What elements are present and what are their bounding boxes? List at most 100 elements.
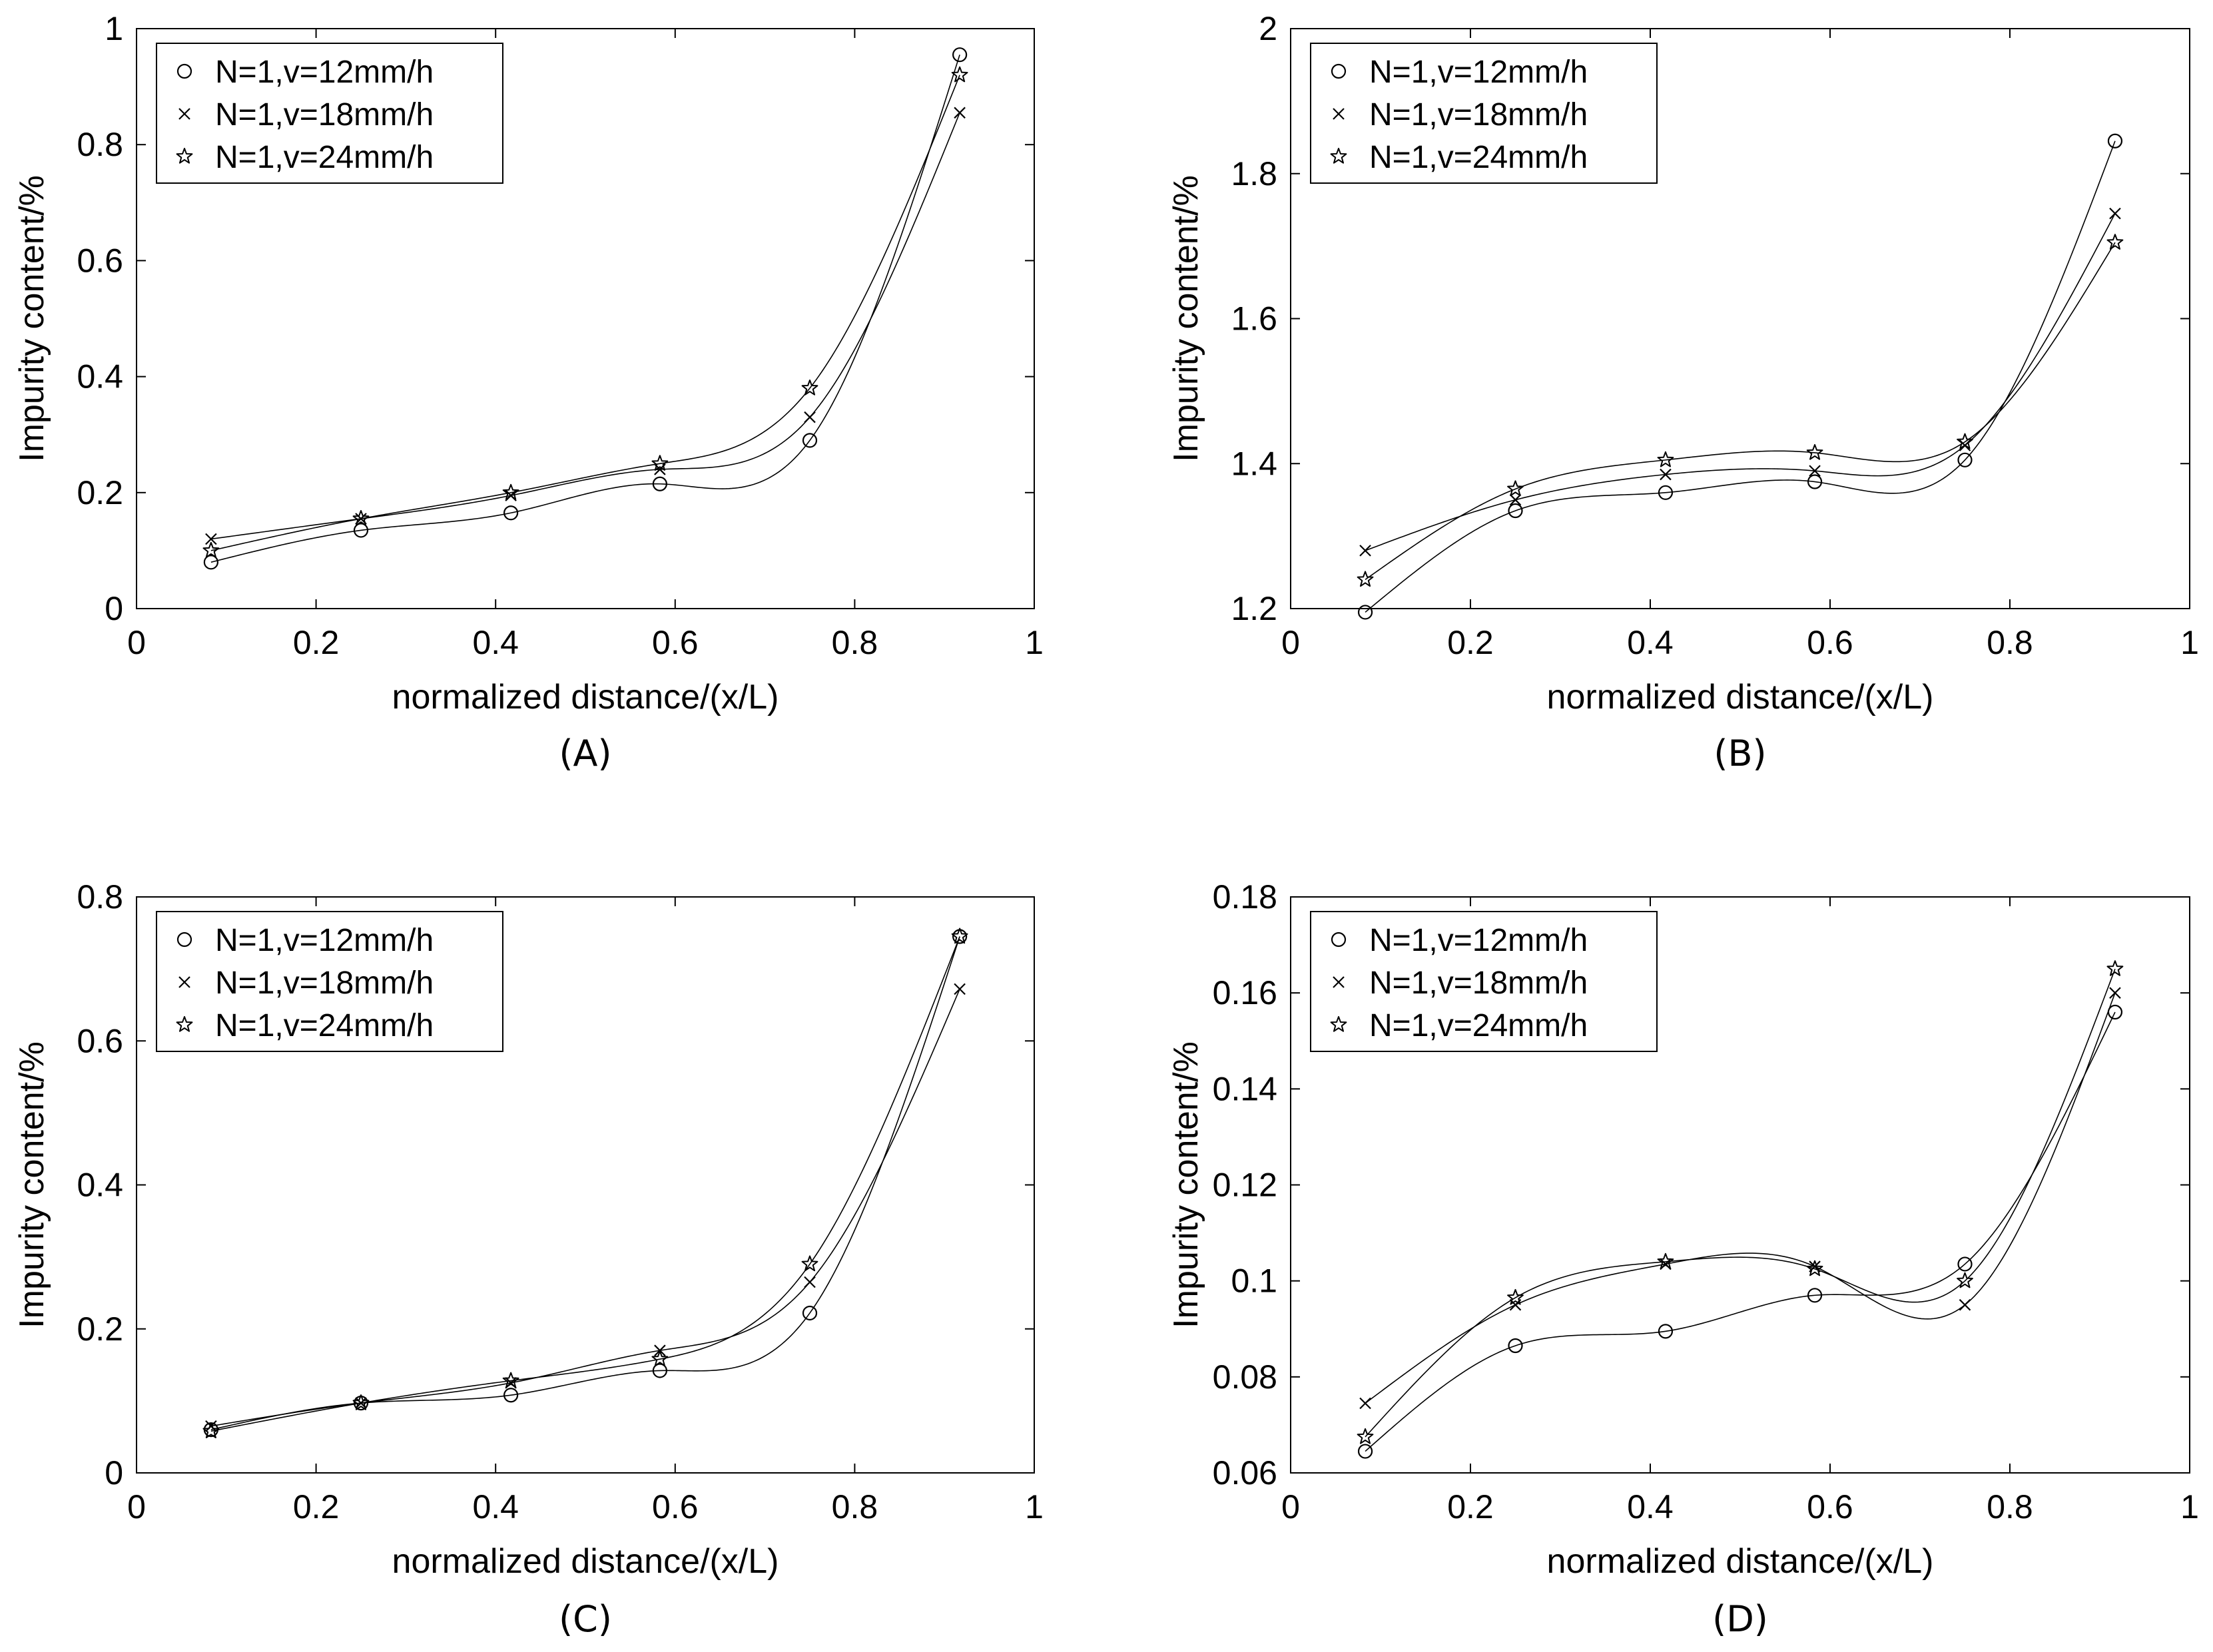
data-point-circle — [1957, 1256, 1973, 1272]
y-tick-label: 1.8 — [1231, 155, 1277, 192]
data-point-x — [2109, 207, 2121, 220]
y-tick-label: 0.8 — [77, 878, 123, 916]
data-point-x — [1660, 468, 1672, 481]
legend-label: N=1,v=12mm/h — [1369, 55, 1588, 90]
data-point-x — [954, 107, 966, 119]
y-tick-label: 1.6 — [1231, 300, 1277, 338]
x-tick-label: 0.4 — [472, 1488, 519, 1525]
series-line-star — [210, 75, 960, 551]
data-point-star — [801, 380, 818, 396]
data-point-circle — [353, 523, 369, 538]
legend — [156, 43, 503, 184]
legend-marker-circle — [1331, 932, 1347, 948]
y-tick-label: 0.6 — [77, 1022, 123, 1059]
x-tick-label: 0.6 — [1807, 1488, 1853, 1525]
y-tick-label: 2 — [1259, 10, 1277, 47]
data-point-x — [804, 411, 816, 423]
y-tick-label: 0.4 — [77, 358, 123, 396]
legend-marker-circle — [176, 63, 192, 79]
chart-panel-c: 0 0.2 0.4 0.6 0.8 1 0 0.2 0.4 0.6 0.8 normalized di… — [13, 878, 1044, 1640]
legend-label: N=1,v=24mm/h — [1369, 140, 1588, 175]
data-point-circle — [1957, 452, 1973, 467]
series-line-x — [210, 989, 960, 1427]
y-tick-label: 1.4 — [1231, 445, 1277, 482]
data-point-star — [1507, 1288, 1524, 1305]
x-tick-label: 1 — [2180, 624, 2199, 661]
panel-label: (C) — [559, 1598, 612, 1640]
x-tick-label: 1 — [2180, 1488, 2199, 1525]
data-point-star — [651, 1350, 669, 1366]
data-point-circle — [952, 47, 968, 63]
legend-label: N=1,v=12mm/h — [215, 923, 434, 958]
data-point-star — [1507, 480, 1524, 497]
data-point-star — [1806, 443, 1823, 460]
y-tick-label: 0.4 — [77, 1167, 123, 1204]
x-tick-label: 0.6 — [1807, 624, 1853, 661]
x-axis-label: normalized distance/(x/L) — [1547, 678, 1934, 716]
y-tick-label: 0.6 — [77, 242, 123, 279]
data-point-x — [954, 983, 966, 995]
legend-marker-x — [178, 976, 190, 988]
data-point-star — [2106, 960, 2124, 976]
x-tick-label: 0.4 — [472, 624, 519, 661]
y-axis-label: Impurity content/% — [13, 175, 51, 462]
data-point-star — [1957, 433, 1973, 449]
legend-label: N=1,v=24mm/h — [215, 140, 434, 175]
data-point-x — [1359, 1397, 1371, 1410]
data-point-circle — [1807, 1288, 1823, 1303]
data-point-circle — [652, 1363, 667, 1378]
legend-label: N=1,v=18mm/h — [1369, 965, 1588, 1001]
data-point-x — [1809, 465, 1821, 477]
data-point-circle — [503, 1388, 519, 1403]
data-point-star — [951, 928, 968, 944]
data-point-star — [352, 1394, 370, 1410]
x-tick-label: 1 — [1025, 624, 1044, 661]
legend-marker-star — [1330, 148, 1347, 164]
x-tick-label: 0.2 — [1447, 624, 1494, 661]
series-line-star — [1365, 968, 2116, 1438]
x-axis-label: normalized distance/(x/L) — [1547, 1542, 1934, 1581]
y-tick-label: 1 — [105, 10, 123, 47]
x-tick-label: 0.8 — [832, 1488, 878, 1525]
legend-marker-star — [176, 148, 193, 164]
legend-marker-star — [1330, 1016, 1347, 1032]
x-axis-label: normalized distance/(x/L) — [392, 678, 779, 716]
data-point-star — [651, 455, 669, 471]
legend-label: N=1,v=18mm/h — [215, 97, 434, 133]
series-line-circle — [210, 936, 960, 1430]
legend-marker-x — [1333, 976, 1345, 988]
data-point-star — [1357, 1428, 1374, 1444]
data-point-star — [2106, 234, 2124, 250]
data-point-star — [951, 66, 968, 83]
y-tick-label: 0.18 — [1213, 878, 1277, 916]
x-tick-label: 0.8 — [1987, 1488, 2033, 1525]
data-point-circle — [802, 433, 818, 448]
data-point-star — [352, 510, 370, 526]
data-point-star — [202, 1422, 220, 1438]
x-tick-label: 0.2 — [293, 1488, 340, 1525]
panel-label: (B) — [1714, 732, 1766, 774]
panel-label: (D) — [1712, 1598, 1768, 1640]
series-line-x — [1365, 992, 2116, 1404]
x-tick-label: 0.6 — [652, 624, 699, 661]
x-tick-label: 1 — [1025, 1488, 1044, 1525]
legend-marker-x — [1333, 108, 1345, 120]
y-tick-label: 0.8 — [77, 126, 123, 163]
y-tick-label: 0.2 — [77, 474, 123, 511]
data-point-star — [1657, 1252, 1674, 1269]
data-point-x — [205, 533, 217, 545]
legend-label: N=1,v=12mm/h — [1369, 923, 1588, 958]
legend-label: N=1,v=18mm/h — [1369, 97, 1588, 133]
data-point-star — [1957, 1272, 1973, 1288]
data-point-circle — [1807, 474, 1823, 489]
data-point-star — [502, 1372, 519, 1388]
data-point-x — [205, 1420, 217, 1432]
x-tick-label: 0.4 — [1627, 624, 1674, 661]
y-tick-label: 0.08 — [1213, 1358, 1277, 1396]
legend — [1310, 43, 1658, 184]
x-tick-label: 0.8 — [832, 624, 878, 661]
x-tick-label: 0 — [127, 624, 146, 661]
y-tick-label: 0.14 — [1213, 1070, 1277, 1107]
data-point-circle — [1357, 1444, 1373, 1459]
